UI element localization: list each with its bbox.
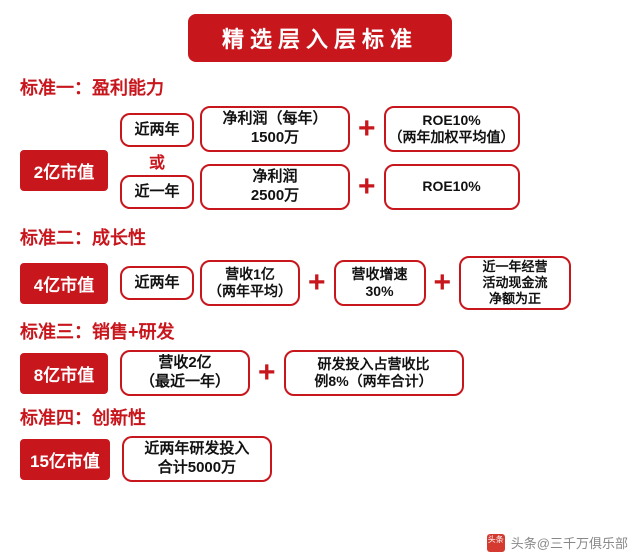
- std1-market-value: 2亿市值: [20, 150, 108, 191]
- plus-icon: +: [256, 358, 278, 388]
- std1b-period: 近一年: [120, 175, 194, 209]
- std1-label: 标准一：盈利能力: [20, 74, 620, 100]
- plus-icon: +: [356, 114, 378, 144]
- std1a-profit: 净利润（每年） 1500万: [200, 106, 350, 152]
- plus-icon: +: [306, 268, 328, 298]
- std1-or: 或: [149, 149, 165, 173]
- std3-label: 标准三：销售+研发: [20, 318, 620, 344]
- plus-icon: +: [356, 172, 378, 202]
- std2-period: 近两年: [120, 266, 194, 300]
- std4-rd: 近两年研发投入 合计5000万: [122, 436, 272, 482]
- std2-revenue: 营收1亿 （两年平均）: [200, 260, 300, 306]
- main-title: 精选层入层标准: [188, 14, 452, 62]
- std1a-roe: ROE10% （两年加权平均值）: [384, 106, 520, 152]
- std4-label: 标准四：创新性: [20, 404, 620, 430]
- std2-label: 标准二：成长性: [20, 224, 620, 250]
- std3-rd: 研发投入占营收比 例8%（两年合计）: [284, 350, 464, 396]
- std1a-period: 近两年: [120, 113, 194, 147]
- std1b-profit: 净利润 2500万: [200, 164, 350, 210]
- std1b-roe: ROE10%: [384, 164, 520, 210]
- plus-icon: +: [432, 268, 454, 298]
- watermark: 头条@三千万俱乐部: [487, 533, 628, 552]
- std3-market-value: 8亿市值: [20, 353, 108, 394]
- std2-growth: 营收增速 30%: [334, 260, 426, 306]
- toutiao-icon: [487, 534, 505, 552]
- std2-market-value: 4亿市值: [20, 263, 108, 304]
- std3-revenue: 营收2亿 （最近一年）: [120, 350, 250, 396]
- std2-cashflow: 近一年经营 活动现金流 净额为正: [459, 256, 571, 310]
- std4-market-value: 15亿市值: [20, 439, 110, 480]
